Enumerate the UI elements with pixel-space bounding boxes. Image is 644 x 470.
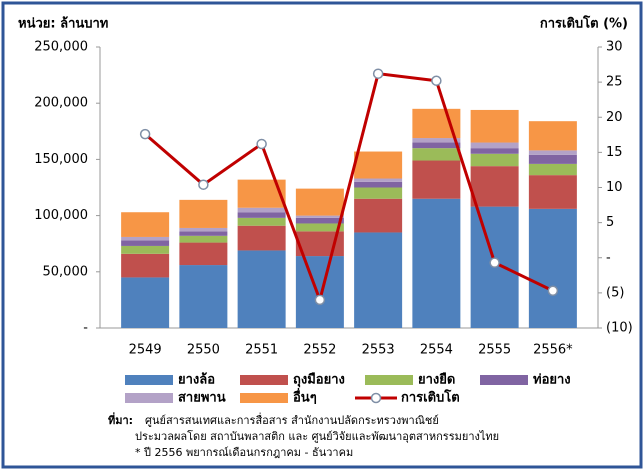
y-tick-label: 50,000: [43, 264, 89, 279]
bar-segment: [295, 217, 344, 224]
bar-segment: [295, 215, 344, 218]
y2-tick-label: 15: [606, 145, 623, 160]
bar-segment: [470, 109, 519, 143]
bar-segment: [528, 208, 577, 328]
bar-segment: [295, 188, 344, 216]
bar-segment: [179, 235, 228, 243]
bar-segment: [121, 212, 170, 237]
bar-segment: [412, 198, 461, 328]
legend-label: การเติบโต: [401, 389, 460, 406]
legend-swatch: [480, 375, 528, 385]
y2-tick-label: (5): [606, 285, 624, 300]
y2-tick-label: 20: [606, 110, 623, 125]
bar-segment: [412, 148, 461, 161]
y2-tick-label: -: [606, 250, 611, 265]
x-tick-label: 2556*: [533, 343, 573, 358]
legend-label: ท่อยาง: [533, 373, 571, 388]
legend-label: สายพาน: [178, 391, 226, 406]
bar-segment: [179, 265, 228, 328]
bar-segment: [237, 217, 286, 226]
x-tick-label: 2554: [420, 343, 453, 358]
bar-segment: [237, 225, 286, 251]
bar-segment: [237, 250, 286, 328]
bar-segment: [354, 232, 403, 328]
bar-segment: [121, 253, 170, 278]
bar-segment: [470, 153, 519, 167]
y2-tick-label: 10: [606, 180, 623, 195]
bar-segment: [412, 142, 461, 149]
legend-swatch: [125, 393, 173, 403]
y-tick-label: 150,000: [34, 152, 88, 167]
bar-segment: [528, 154, 577, 164]
growth-marker: [372, 68, 384, 79]
bar-segment: [354, 187, 403, 199]
growth-marker: [198, 179, 209, 190]
x-tick-label: 2551: [245, 343, 278, 358]
x-tick-label: 2553: [362, 343, 395, 358]
note: * ปี 2556 พยากรณ์เดือนกรกฎาคม - ธันวาคม: [135, 446, 353, 459]
x-tick-label: 2550: [187, 343, 220, 358]
growth-marker: [314, 294, 326, 306]
x-tick-label: 2549: [129, 343, 162, 358]
bar-segment: [528, 150, 577, 155]
bar-segment: [354, 178, 403, 182]
bar-segment: [470, 166, 519, 207]
note: ประมวลผลโดย สถาบันพลาสติก และ ศูนย์วิจัย…: [135, 429, 499, 443]
bar-segment: [121, 236, 170, 241]
bar-segment: [121, 240, 170, 246]
legend-swatch: [240, 375, 288, 385]
bar-segment: [179, 199, 228, 228]
legend-marker: [370, 392, 382, 404]
bar-segment: [295, 223, 344, 232]
bar-segment: [237, 212, 286, 218]
bar-segment: [295, 256, 344, 328]
bar-segment: [179, 231, 228, 236]
legend-label: ถุงมือยาง: [293, 372, 345, 388]
growth-marker: [547, 285, 559, 297]
growth-line: [144, 72, 554, 305]
legend-label: ยางยืด: [418, 372, 455, 388]
y2-tick-label: (10): [606, 321, 633, 336]
y-tick-label: 250,000: [34, 40, 88, 55]
growth-marker: [256, 138, 267, 150]
y2-tick-label: 25: [606, 75, 623, 90]
x-tick-label: 2552: [303, 343, 336, 358]
y2-axis-title: การเติบโต (%): [540, 15, 628, 32]
bar-segment: [237, 179, 286, 208]
bar-segment: [528, 163, 577, 176]
bar-segment: [470, 142, 519, 149]
x-tick-label: 2555: [478, 343, 511, 358]
bar-segment: [412, 160, 461, 199]
bar-segment: [470, 148, 519, 154]
note: ศูนย์สารสนเทศและการสื่อสาร สำนักงานปลัดก…: [145, 412, 439, 427]
bar-segment: [121, 277, 170, 328]
growth-marker: [139, 128, 151, 140]
bar-segment: [354, 198, 403, 233]
y2-tick-label: 5: [606, 215, 614, 230]
growth-marker: [489, 257, 500, 268]
bar-segment: [179, 227, 228, 232]
y2-tick-label: 30: [606, 40, 623, 55]
y-axis-title: หน่วย: ล้านบาท: [18, 16, 108, 32]
bar-segment: [528, 121, 577, 151]
legend-label: อื่นๆ: [293, 388, 317, 406]
y-tick-label: -: [83, 321, 88, 336]
bar-segment: [528, 175, 577, 209]
bar-segment: [354, 181, 403, 188]
growth-marker: [431, 75, 442, 86]
y-tick-label: 100,000: [34, 208, 88, 223]
bar-segment: [354, 151, 403, 179]
y-tick-label: 200,000: [34, 96, 88, 111]
bar-segment: [179, 242, 228, 266]
source-label: ที่มา:: [108, 412, 133, 427]
bar-segment: [412, 138, 461, 143]
bar-segment: [237, 207, 286, 213]
legend-label: ยางล้อ: [178, 372, 215, 388]
legend-swatch: [125, 375, 173, 385]
legend-swatch: [240, 393, 288, 403]
legend-swatch: [365, 375, 413, 385]
bar-segment: [121, 245, 170, 254]
